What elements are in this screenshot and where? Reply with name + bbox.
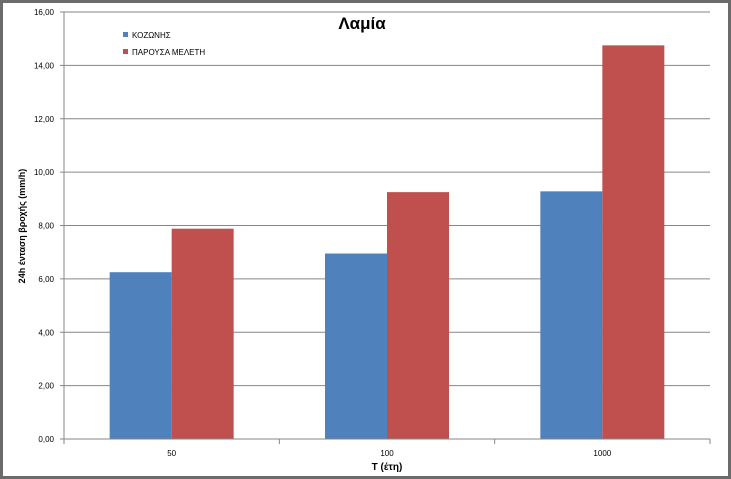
legend: ΚΟΖΩΝΗΣ ΠΑΡΟΥΣΑ ΜΕΛΕΤΗ bbox=[123, 31, 205, 57]
y-tick-label: 8,00 bbox=[38, 222, 54, 231]
legend-label-kozonis: ΚΟΖΩΝΗΣ bbox=[132, 31, 171, 40]
y-tick-label: 10,00 bbox=[34, 168, 55, 177]
y-tick-label: 6,00 bbox=[38, 275, 54, 284]
x-tick-label: 50 bbox=[167, 449, 176, 458]
x-tick-labels: 50 100 1000 bbox=[63, 439, 711, 458]
bar-κοζωνης-100 bbox=[325, 253, 387, 439]
y-tick-labels: 0,00 2,00 4,00 6,00 8,00 10,00 12,00 14,00 16,00 bbox=[34, 8, 64, 444]
y-tick-label: 4,00 bbox=[38, 328, 54, 337]
legend-label-parousa-meleti: ΠΑΡΟΥΣΑ ΜΕΛΕΤΗ bbox=[132, 48, 205, 57]
bar-παρουσα-μελετη-100 bbox=[387, 192, 449, 439]
x-tick-label: 1000 bbox=[593, 449, 611, 458]
bar-παρουσα-μελετη-50 bbox=[171, 228, 234, 439]
legend-swatch-parousa-meleti bbox=[123, 49, 128, 54]
bar-κοζωνης-50 bbox=[109, 272, 172, 439]
y-tick-label: 14,00 bbox=[34, 61, 55, 70]
y-tick-label: 2,00 bbox=[38, 382, 54, 391]
x-tick-label: 100 bbox=[380, 449, 394, 458]
x-axis-title: T (έτη) bbox=[372, 462, 403, 473]
bar-κοζωνης-1000 bbox=[540, 191, 603, 439]
y-tick-label: 12,00 bbox=[34, 115, 55, 124]
bars bbox=[109, 45, 665, 439]
y-axis-title: 24h ένταση βροχής (mm/h) bbox=[17, 169, 27, 284]
chart-title: Λαμία bbox=[338, 14, 386, 33]
bar-παρουσα-μελετη-1000 bbox=[602, 45, 665, 439]
y-tick-label: 16,00 bbox=[34, 8, 55, 17]
legend-swatch-kozonis bbox=[123, 32, 128, 37]
y-tick-label: 0,00 bbox=[38, 435, 54, 444]
